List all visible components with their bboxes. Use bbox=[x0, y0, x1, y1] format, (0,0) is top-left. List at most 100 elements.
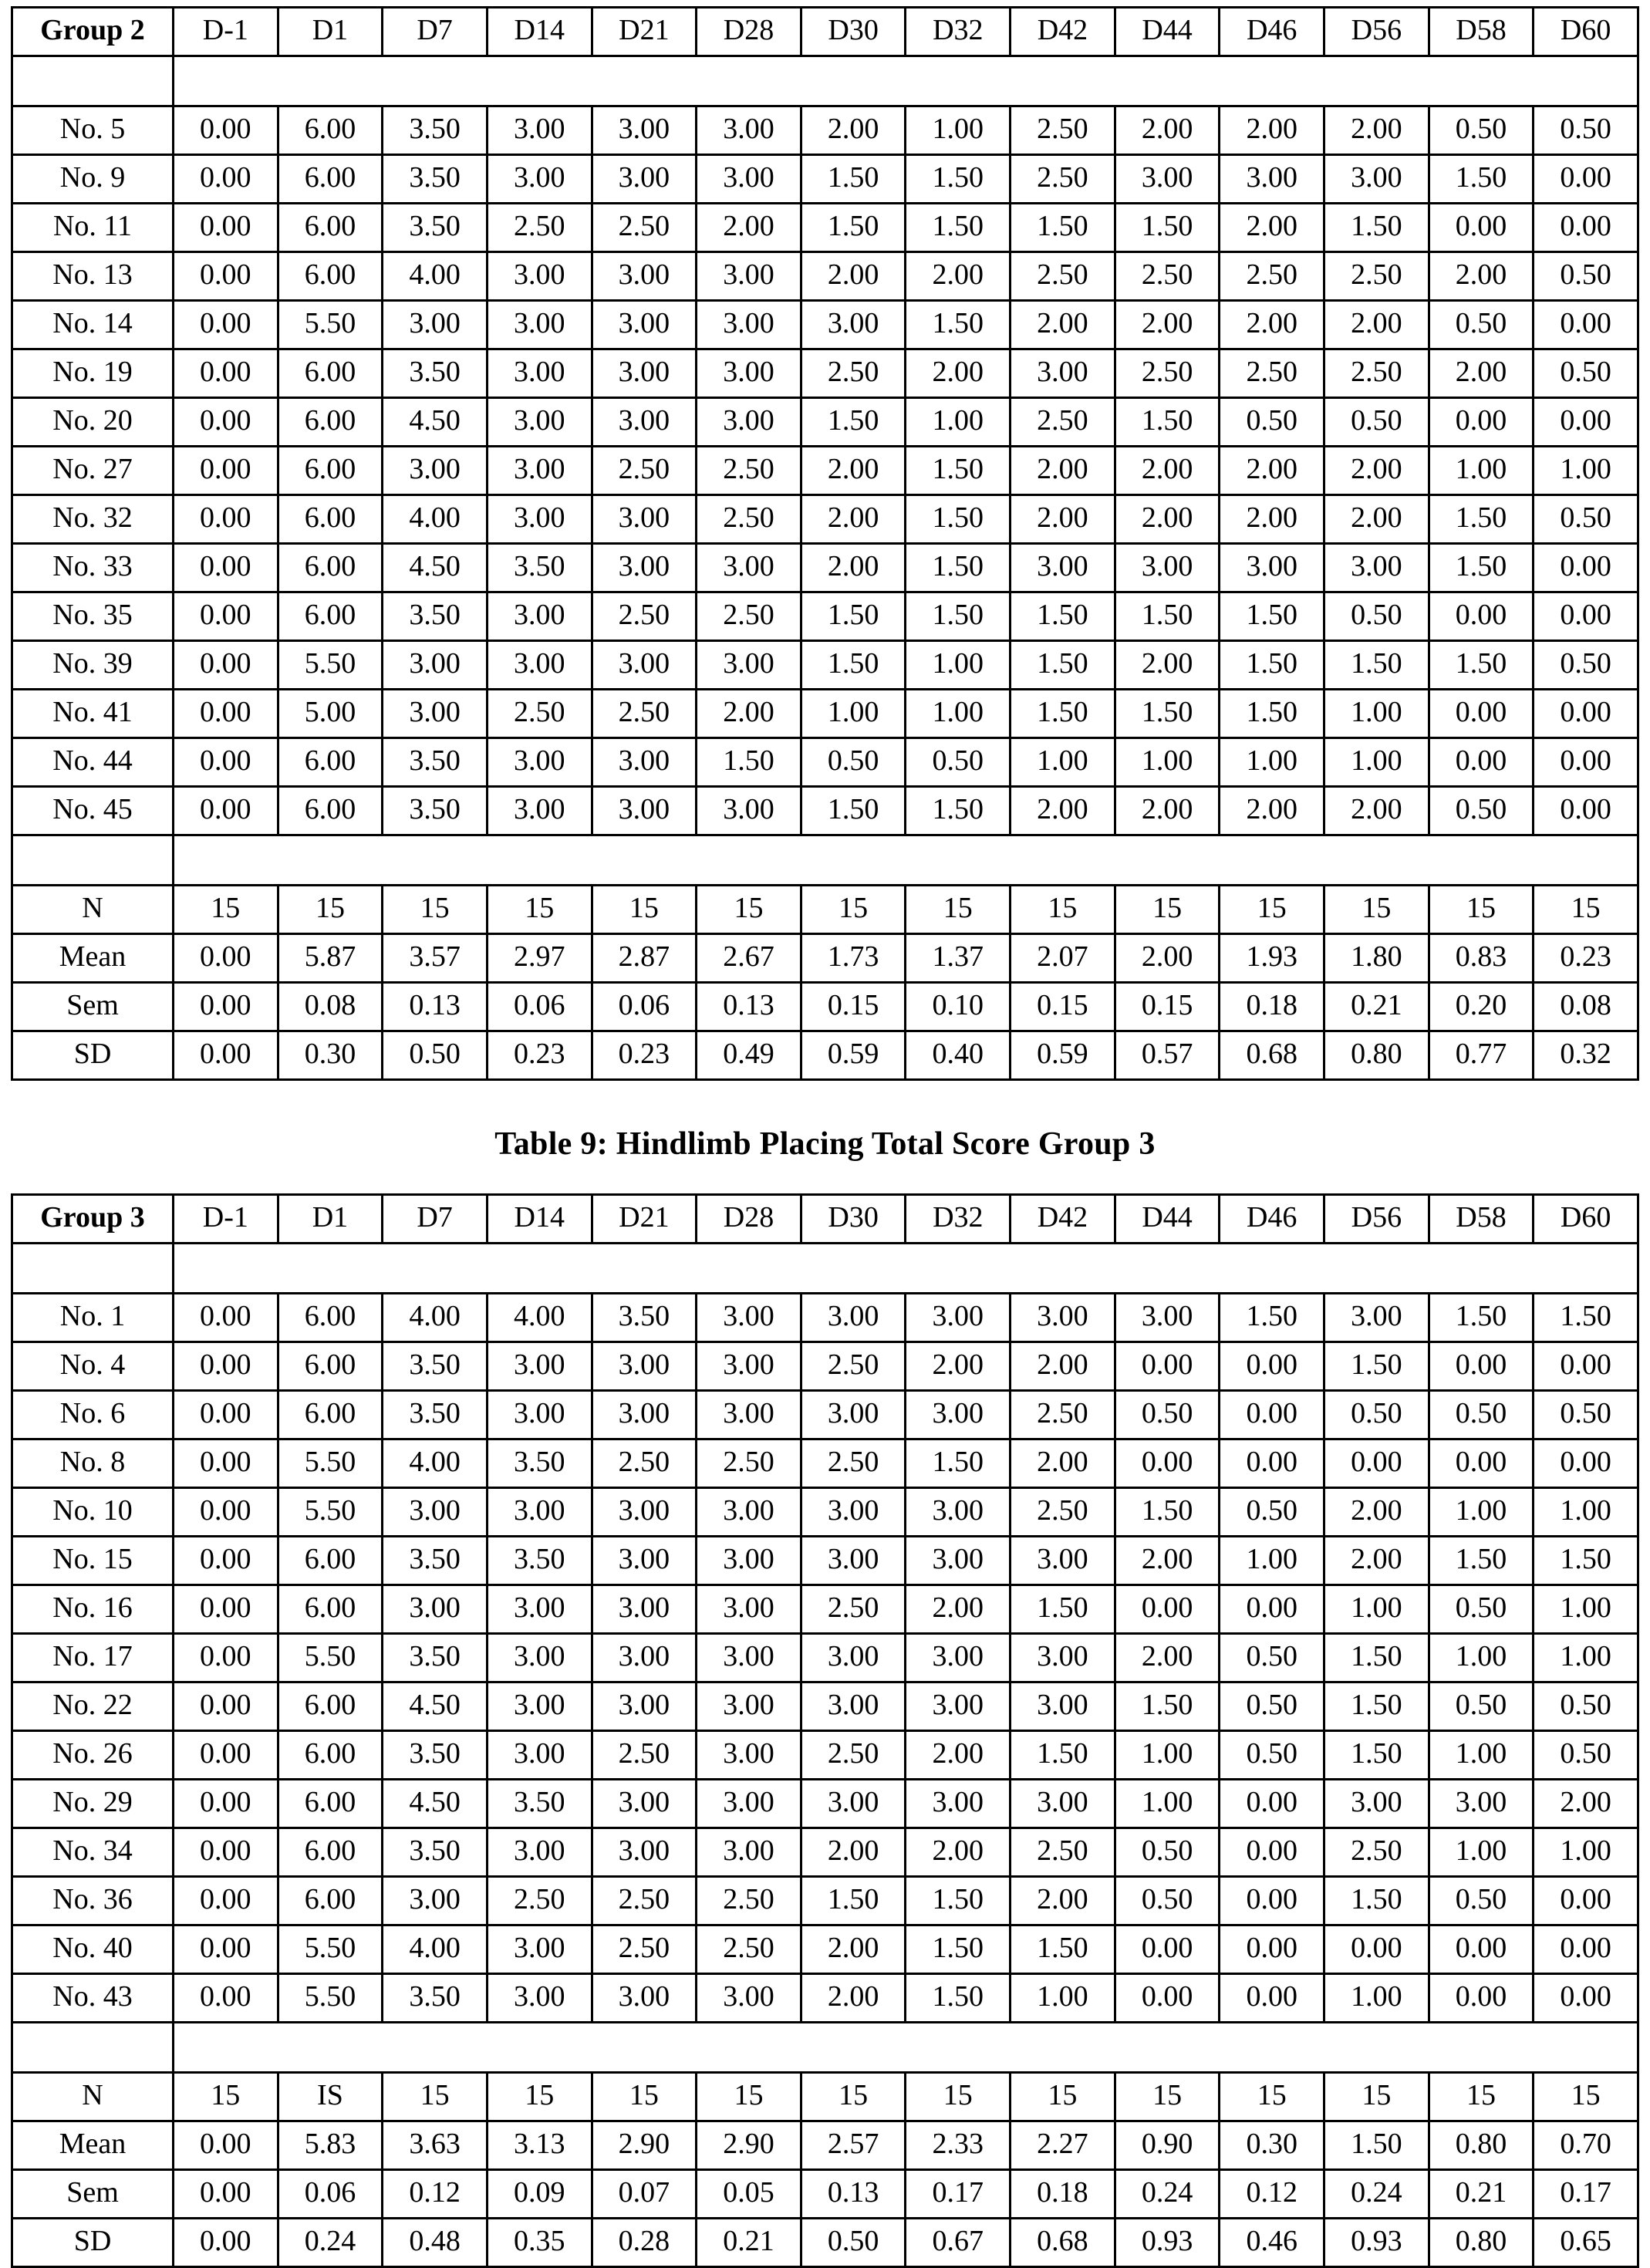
data-cell: 3.50 bbox=[383, 106, 488, 155]
data-cell: 2.00 bbox=[1011, 787, 1115, 835]
data-cell: 0.50 bbox=[1429, 787, 1534, 835]
table-row: No. 8 0.00 5.50 4.00 3.50 2.50 2.50 2.50… bbox=[12, 1439, 1638, 1488]
data-cell: 1.50 bbox=[1220, 690, 1324, 738]
data-cell: 3.00 bbox=[1429, 1780, 1534, 1828]
data-cell: 1.50 bbox=[1220, 1294, 1324, 1342]
stats-cell: 15 bbox=[383, 2073, 488, 2121]
data-cell: 1.50 bbox=[906, 204, 1011, 252]
data-cell: 0.00 bbox=[173, 592, 278, 641]
data-cell: 1.00 bbox=[1324, 738, 1429, 787]
stats-cell: 1.37 bbox=[906, 934, 1011, 983]
data-cell: 2.50 bbox=[592, 1439, 697, 1488]
data-cell: 3.00 bbox=[1220, 544, 1324, 592]
data-cell: 3.00 bbox=[592, 106, 697, 155]
stats-cell: 15 bbox=[697, 886, 801, 934]
stats-cell: 15 bbox=[1220, 2073, 1324, 2121]
data-cell: 3.00 bbox=[487, 1391, 592, 1439]
data-cell: 3.00 bbox=[697, 155, 801, 204]
data-cell: 2.00 bbox=[1011, 1342, 1115, 1391]
row-label: No. 19 bbox=[12, 349, 174, 398]
data-cell: 3.00 bbox=[801, 1488, 906, 1537]
data-cell: 0.50 bbox=[1534, 349, 1638, 398]
data-cell: 2.00 bbox=[1220, 495, 1324, 544]
stats-cell: 15 bbox=[906, 2073, 1011, 2121]
stats-cell: 0.08 bbox=[1534, 983, 1638, 1031]
table-row: No. 40 0.00 5.50 4.00 3.00 2.50 2.50 2.0… bbox=[12, 1925, 1638, 1974]
data-cell: 3.00 bbox=[487, 1342, 592, 1391]
blank-data-cell bbox=[173, 2023, 1638, 2073]
stats-cell: 0.13 bbox=[697, 983, 801, 1031]
data-cell: 0.00 bbox=[173, 204, 278, 252]
data-cell: 1.00 bbox=[1534, 1828, 1638, 1877]
data-cell: 1.00 bbox=[1429, 447, 1534, 495]
data-cell: 2.00 bbox=[1534, 1780, 1638, 1828]
stats-cell: 0.77 bbox=[1429, 1031, 1534, 1080]
data-cell: 2.00 bbox=[1324, 495, 1429, 544]
data-cell: 3.00 bbox=[383, 1585, 488, 1634]
data-cell: 3.00 bbox=[592, 1828, 697, 1877]
data-cell: 3.00 bbox=[487, 349, 592, 398]
stats-cell: 0.00 bbox=[173, 983, 278, 1031]
stats-row-n: N 15 IS 15 15 15 15 15 15 15 15 15 15 15… bbox=[12, 2073, 1638, 2121]
data-cell: 2.50 bbox=[697, 495, 801, 544]
column-header-d14: D14 bbox=[487, 1195, 592, 1244]
data-cell: 3.00 bbox=[697, 641, 801, 690]
stats-cell: 15 bbox=[1115, 886, 1220, 934]
data-cell: 2.00 bbox=[801, 106, 906, 155]
data-cell: 2.50 bbox=[1011, 252, 1115, 301]
stats-cell: 0.57 bbox=[1115, 1031, 1220, 1080]
data-cell: 2.50 bbox=[697, 1439, 801, 1488]
data-cell: 0.00 bbox=[1220, 1974, 1324, 2023]
data-cell: 0.50 bbox=[1220, 1488, 1324, 1537]
row-label: No. 26 bbox=[12, 1731, 174, 1780]
stats-cell: 0.48 bbox=[383, 2219, 488, 2267]
data-cell: 3.00 bbox=[487, 1731, 592, 1780]
data-cell: 0.00 bbox=[1115, 1585, 1220, 1634]
data-cell: 0.00 bbox=[173, 1682, 278, 1731]
data-cell: 6.00 bbox=[278, 204, 383, 252]
table-row: No. 34 0.00 6.00 3.50 3.00 3.00 3.00 2.0… bbox=[12, 1828, 1638, 1877]
data-cell: 4.00 bbox=[383, 1439, 488, 1488]
data-cell: 1.50 bbox=[1011, 690, 1115, 738]
data-cell: 1.50 bbox=[1324, 1634, 1429, 1682]
data-cell: 0.00 bbox=[173, 1780, 278, 1828]
column-header-d44: D44 bbox=[1115, 8, 1220, 56]
stats-cell: 2.27 bbox=[1011, 2121, 1115, 2170]
data-cell: 2.50 bbox=[697, 1877, 801, 1925]
data-cell: 6.00 bbox=[278, 738, 383, 787]
data-cell: 0.50 bbox=[1534, 1731, 1638, 1780]
stats-cell: 0.06 bbox=[487, 983, 592, 1031]
data-cell: 3.00 bbox=[1115, 155, 1220, 204]
data-cell: 1.00 bbox=[1429, 1634, 1534, 1682]
data-cell: 2.50 bbox=[697, 1925, 801, 1974]
data-cell: 6.00 bbox=[278, 1537, 383, 1585]
data-cell: 3.00 bbox=[487, 641, 592, 690]
data-cell: 3.00 bbox=[487, 495, 592, 544]
data-cell: 3.00 bbox=[592, 252, 697, 301]
data-cell: 6.00 bbox=[278, 1682, 383, 1731]
stats-cell: 15 bbox=[1429, 2073, 1534, 2121]
stats-cell: 0.46 bbox=[1220, 2219, 1324, 2267]
stats-cell: 0.17 bbox=[906, 2170, 1011, 2219]
data-cell: 0.00 bbox=[1220, 1925, 1324, 1974]
column-header-d46: D46 bbox=[1220, 1195, 1324, 1244]
blank-separator-row bbox=[12, 1244, 1638, 1294]
data-cell: 3.50 bbox=[383, 592, 488, 641]
stats-cell: 15 bbox=[173, 886, 278, 934]
data-cell: 3.00 bbox=[1324, 155, 1429, 204]
data-cell: 1.00 bbox=[1534, 1488, 1638, 1537]
data-cell: 2.00 bbox=[801, 1925, 906, 1974]
row-label: No. 20 bbox=[12, 398, 174, 447]
data-cell: 3.00 bbox=[906, 1682, 1011, 1731]
data-cell: 0.00 bbox=[1534, 544, 1638, 592]
column-header-d21: D21 bbox=[592, 1195, 697, 1244]
stats-cell: 0.15 bbox=[1011, 983, 1115, 1031]
data-cell: 1.00 bbox=[906, 398, 1011, 447]
data-cell: 0.50 bbox=[1534, 495, 1638, 544]
data-cell: 2.00 bbox=[1220, 301, 1324, 349]
data-cell: 1.50 bbox=[1011, 204, 1115, 252]
row-label: No. 40 bbox=[12, 1925, 174, 1974]
data-cell: 2.50 bbox=[1011, 1488, 1115, 1537]
row-label: No. 35 bbox=[12, 592, 174, 641]
data-cell: 2.00 bbox=[697, 204, 801, 252]
